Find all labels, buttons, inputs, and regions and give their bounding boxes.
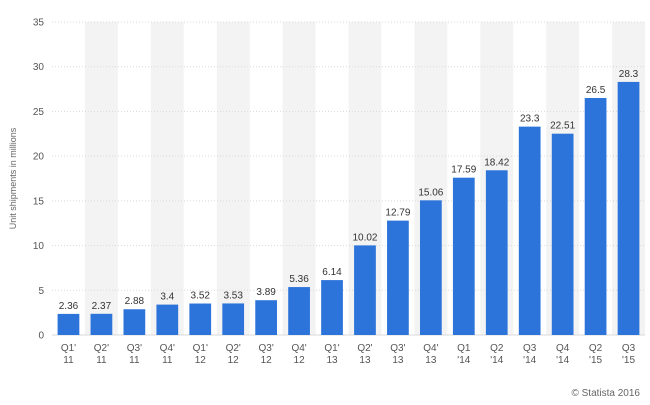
- x-category-label: Q2': [357, 343, 372, 354]
- x-category-label: 13: [359, 355, 371, 366]
- bar[interactable]: [518, 126, 541, 335]
- bar[interactable]: [57, 313, 80, 335]
- x-category-label: 11: [63, 355, 74, 366]
- background-band: [84, 22, 118, 335]
- x-category-label: Q3': [127, 343, 142, 354]
- data-label: 18.42: [484, 157, 509, 168]
- x-category-label: 11: [162, 355, 173, 366]
- bar[interactable]: [387, 220, 409, 335]
- x-category-label: Q4': [423, 343, 438, 354]
- bar[interactable]: [156, 304, 179, 335]
- x-category-label: Q1: [457, 343, 471, 354]
- bar[interactable]: [584, 98, 607, 335]
- x-category-label: 11: [129, 355, 140, 366]
- bar[interactable]: [452, 177, 475, 335]
- background-band: [150, 22, 184, 335]
- x-category-label: Q1': [193, 343, 208, 354]
- x-category-label: Q1': [61, 343, 76, 354]
- bar[interactable]: [321, 280, 343, 335]
- x-category-label: Q1': [324, 343, 339, 354]
- data-label: 17.59: [451, 165, 476, 176]
- bar[interactable]: [354, 245, 376, 335]
- x-category-label: 13: [326, 355, 338, 366]
- data-label: 2.36: [59, 301, 79, 312]
- bar[interactable]: [551, 133, 574, 335]
- x-category-label: Q3': [259, 343, 274, 354]
- y-axis-label: Unit shipments in millions: [8, 127, 18, 229]
- source-credit: © Statista 2016: [571, 388, 640, 399]
- x-category-label: '15: [589, 355, 602, 366]
- data-label: 3.52: [191, 291, 211, 302]
- y-axis-ticks: 0 5 10 15 20 25 30 35: [33, 18, 45, 342]
- data-label: 3.89: [256, 287, 276, 298]
- y-tick-label: 10: [33, 241, 45, 252]
- bar[interactable]: [222, 303, 245, 335]
- x-category-label: Q4': [291, 343, 306, 354]
- data-label: 3.53: [223, 290, 243, 301]
- x-category-label: '14: [556, 355, 569, 366]
- data-label: 2.88: [125, 296, 145, 307]
- data-label: 6.14: [322, 267, 342, 278]
- background-band: [216, 22, 250, 335]
- data-label: 22.51: [550, 121, 575, 132]
- x-category-label: 12: [228, 355, 240, 366]
- x-category-label: '15: [622, 355, 635, 366]
- y-tick-label: 30: [33, 62, 45, 73]
- bar[interactable]: [90, 313, 113, 335]
- data-label: 23.3: [520, 114, 540, 125]
- data-labels: 2.36 2.37 2.88 3.4 3.52 3.53 3.89 5.36 6.14 10.02…: [59, 69, 639, 312]
- bar[interactable]: [419, 200, 442, 335]
- y-tick-label: 5: [38, 286, 44, 297]
- x-category-label: Q2': [226, 343, 241, 354]
- x-category-label: '14: [523, 355, 536, 366]
- x-category-label: 13: [392, 355, 404, 366]
- bar[interactable]: [617, 81, 640, 335]
- data-label: 10.02: [352, 232, 377, 243]
- data-label: 3.4: [160, 292, 174, 303]
- x-category-label: '14: [490, 355, 503, 366]
- x-category-label: Q4: [556, 343, 570, 354]
- data-label: 12.79: [385, 208, 410, 219]
- x-category-label: Q2: [589, 343, 603, 354]
- x-category-label: 12: [195, 355, 207, 366]
- x-category-label: Q4': [160, 343, 175, 354]
- y-tick-label: 35: [33, 18, 45, 29]
- x-category-label: 13: [425, 355, 437, 366]
- x-axis-categories: Q1'11Q2'11Q3'11Q4'11Q1'12Q2'12Q3'12Q4'12…: [61, 343, 636, 366]
- y-tick-label: 20: [33, 152, 45, 163]
- x-category-label: '14: [457, 355, 470, 366]
- data-label: 15.06: [418, 187, 443, 198]
- background-band: [282, 22, 316, 335]
- x-category-label: 11: [96, 355, 107, 366]
- x-category-label: Q2: [490, 343, 504, 354]
- y-tick-label: 15: [33, 196, 45, 207]
- x-category-label: Q3: [523, 343, 537, 354]
- bar[interactable]: [288, 287, 310, 335]
- bar[interactable]: [485, 170, 508, 335]
- data-label: 28.3: [619, 69, 639, 80]
- x-category-label: 12: [294, 355, 306, 366]
- gridlines: [52, 21, 645, 336]
- bar[interactable]: [189, 303, 212, 335]
- y-tick-label: 25: [33, 107, 45, 118]
- x-category-label: Q3: [622, 343, 636, 354]
- data-label: 26.5: [586, 85, 606, 96]
- data-label: 2.37: [92, 301, 112, 312]
- x-category-label: 12: [261, 355, 273, 366]
- bar[interactable]: [255, 300, 278, 335]
- bars: [57, 81, 640, 335]
- y-tick-label: 0: [38, 331, 44, 342]
- x-category-label: Q2': [94, 343, 109, 354]
- x-category-label: Q3': [390, 343, 405, 354]
- data-label: 5.36: [289, 274, 309, 285]
- bar[interactable]: [123, 309, 146, 335]
